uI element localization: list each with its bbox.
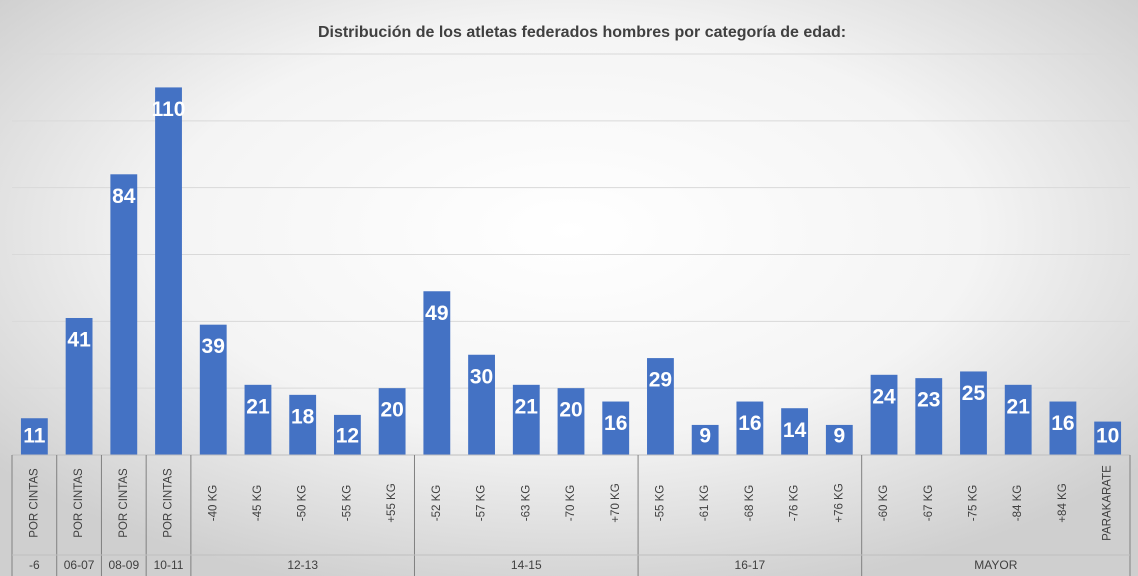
x-tick-label: -57 KG bbox=[476, 485, 488, 521]
group-label: MAYOR bbox=[974, 558, 1017, 572]
value-label: 12 bbox=[336, 425, 359, 448]
bar bbox=[155, 87, 182, 456]
x-tick-label: POR CINTAS bbox=[73, 468, 85, 538]
value-label: 9 bbox=[699, 425, 711, 448]
group-label: 08-09 bbox=[108, 558, 139, 572]
bar bbox=[1004, 384, 1032, 455]
x-tick-label: PARAKARATE bbox=[1102, 465, 1114, 541]
value-label: 41 bbox=[67, 329, 91, 352]
value-label: 9 bbox=[833, 425, 845, 448]
x-tick-label: -52 KG bbox=[431, 485, 443, 521]
value-label: 24 bbox=[872, 385, 896, 408]
value-label: 11 bbox=[23, 425, 46, 448]
value-label: 20 bbox=[380, 399, 403, 422]
x-tick-label: -60 KG bbox=[878, 485, 890, 521]
bar bbox=[647, 358, 674, 455]
bar bbox=[557, 388, 585, 455]
x-tick-label: -50 KG bbox=[297, 485, 309, 521]
value-label: 16 bbox=[604, 412, 627, 435]
bar bbox=[110, 174, 138, 456]
bar bbox=[378, 388, 406, 455]
value-label: 20 bbox=[559, 399, 582, 422]
x-tick-label: +70 KG bbox=[610, 483, 622, 522]
x-tick-label: -45 KG bbox=[252, 485, 264, 521]
value-label: 21 bbox=[1007, 395, 1031, 418]
x-tick-label: -55 KG bbox=[341, 485, 353, 521]
bar bbox=[825, 424, 853, 455]
value-label: 16 bbox=[1051, 412, 1074, 435]
x-tick-label: POR CINTAS bbox=[118, 468, 130, 538]
value-label: 21 bbox=[246, 395, 270, 418]
value-label: 25 bbox=[962, 382, 986, 405]
bar bbox=[1094, 421, 1122, 455]
value-label: 39 bbox=[202, 335, 225, 358]
bar bbox=[289, 394, 317, 455]
bar bbox=[333, 414, 361, 455]
value-label: 110 bbox=[152, 98, 186, 121]
x-tick-label: -84 KG bbox=[1012, 485, 1024, 521]
x-tick-label: +76 KG bbox=[833, 483, 845, 522]
value-label: 84 bbox=[112, 185, 136, 208]
value-label: 14 bbox=[783, 419, 807, 442]
bar bbox=[870, 374, 898, 455]
bar bbox=[244, 384, 272, 455]
bar bbox=[691, 424, 719, 455]
group-label: 14-15 bbox=[511, 558, 542, 572]
x-tick-label: -67 KG bbox=[923, 485, 935, 521]
x-tick-label: POR CINTAS bbox=[28, 468, 40, 538]
chart-title: Distribución de los atletas federados ho… bbox=[318, 24, 846, 41]
bar bbox=[468, 354, 495, 455]
bar bbox=[1049, 401, 1077, 455]
value-label: 21 bbox=[515, 395, 539, 418]
x-tick-label: -75 KG bbox=[968, 485, 980, 521]
bar bbox=[960, 371, 987, 455]
x-tick-label: -76 KG bbox=[789, 485, 801, 521]
x-tick-label: +55 KG bbox=[386, 483, 398, 522]
value-label: 18 bbox=[291, 405, 315, 428]
value-label: 10 bbox=[1096, 425, 1119, 448]
x-tick-label: -61 KG bbox=[699, 485, 711, 521]
bar bbox=[736, 401, 764, 455]
x-tick-label: POR CINTAS bbox=[163, 468, 175, 538]
bar bbox=[20, 418, 48, 455]
x-tick-label: -70 KG bbox=[565, 485, 577, 521]
value-label: 29 bbox=[649, 369, 672, 392]
x-tick-label: -68 KG bbox=[744, 485, 756, 521]
bar bbox=[199, 324, 227, 455]
x-tick-label: -40 KG bbox=[207, 485, 219, 521]
value-label: 23 bbox=[917, 389, 940, 412]
value-label: 49 bbox=[425, 302, 448, 325]
group-label: 10-11 bbox=[154, 558, 184, 572]
group-label: -6 bbox=[29, 558, 40, 572]
value-label: 30 bbox=[470, 365, 493, 388]
bar bbox=[915, 378, 943, 455]
x-tick-label: +84 KG bbox=[1057, 483, 1069, 522]
bar bbox=[423, 291, 451, 455]
group-label: 12-13 bbox=[287, 558, 318, 572]
x-tick-label: -55 KG bbox=[654, 485, 666, 521]
value-label: 16 bbox=[738, 412, 761, 435]
x-tick-label: -63 KG bbox=[520, 485, 532, 521]
group-label: 06-07 bbox=[64, 558, 95, 572]
bar bbox=[65, 317, 93, 455]
bar bbox=[602, 401, 630, 455]
group-label: 16-17 bbox=[735, 558, 766, 572]
bar bbox=[512, 384, 540, 455]
bar bbox=[781, 408, 809, 455]
